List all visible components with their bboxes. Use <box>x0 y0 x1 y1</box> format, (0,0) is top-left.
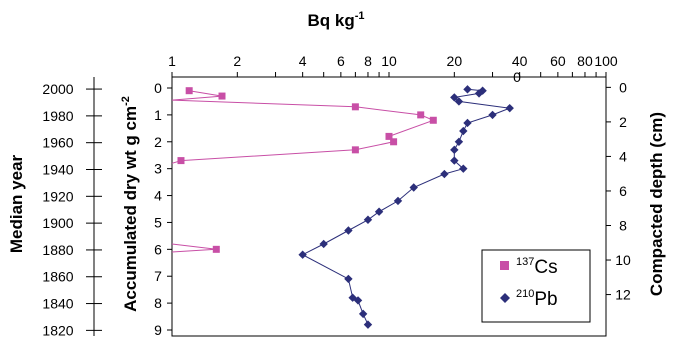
pb-point <box>344 226 353 235</box>
pb-series-line <box>301 88 510 325</box>
top-axis-tick-label: 80 <box>577 53 593 69</box>
inner-left-axis-title-main: Accumulated dry wt g cm <box>121 106 140 312</box>
legend-cs-sup: 137 <box>516 256 534 268</box>
pb-point <box>353 296 363 305</box>
pb-point <box>319 239 328 249</box>
year-axis-tick-label: 1920 <box>42 188 73 204</box>
pb-point <box>363 215 373 224</box>
right-axis-tick-label: 6 <box>619 183 627 199</box>
pb-point <box>459 126 468 136</box>
top-axis-tick-label: 60 <box>550 53 566 69</box>
inner-left-tick-label: 4 <box>154 188 162 204</box>
legend-cs-marker <box>500 261 509 270</box>
top-axis-tick-label: 100 <box>594 53 618 69</box>
right-axis-tick-label: 8 <box>619 217 627 233</box>
pb-point <box>454 137 464 146</box>
year-axis-tick-label: 1940 <box>42 162 73 178</box>
inner-left-tick-label: 9 <box>154 322 162 338</box>
pb-point <box>409 183 418 192</box>
inner-left-tick-label: 3 <box>154 161 162 177</box>
legend-pb-sup: 210 <box>516 288 534 300</box>
top-axis-tick-label: 8 <box>364 53 372 69</box>
legend-pb-label: 210Pb <box>516 288 558 310</box>
inner-left-tick-label: 0 <box>154 80 162 96</box>
cs-point <box>218 92 226 100</box>
top-axis-tick-label: 6 <box>337 53 345 69</box>
year-axis-tick-label: 2000 <box>42 81 73 97</box>
top-axis-tick-label: 4 <box>299 53 307 69</box>
cs-series-line-lower <box>171 243 217 253</box>
pb-point <box>463 118 472 128</box>
right-axis-tick-label: 0 <box>619 79 627 95</box>
top-axis-tick-label: 2 <box>233 53 241 69</box>
pb-point <box>463 85 472 94</box>
pb-point <box>450 156 459 165</box>
year-axis-tick-label: 1980 <box>42 108 73 124</box>
cs-point <box>351 103 359 111</box>
inner-left-tick-label: 2 <box>154 134 162 150</box>
right-axis-tick-label: 2 <box>619 114 627 130</box>
year-axis-tick-label: 1880 <box>42 242 73 258</box>
pb-point <box>459 164 468 173</box>
inner-left-tick-label: 8 <box>154 295 162 311</box>
cs-point <box>429 116 437 124</box>
legend-pb-marker <box>500 293 510 303</box>
cs-point <box>177 157 185 165</box>
right-axis-tick-label: 4 <box>619 148 627 164</box>
pb-point <box>358 309 368 319</box>
year-axis-tick-label: 1840 <box>42 296 73 312</box>
cs-point <box>185 87 193 95</box>
pb-point <box>505 103 514 113</box>
top-axis-title: Bq kg-1 <box>307 10 364 30</box>
legend-cs-label: 137Cs <box>516 256 558 278</box>
top-axis-tick-label: 20 <box>447 53 463 69</box>
inner-left-axis-title: Accumulated dry wt g cm-2 <box>120 96 140 312</box>
cs-point <box>385 132 393 140</box>
top-axis-tick-label: 1 <box>168 53 176 69</box>
right-axis-tick-label: 10 <box>615 252 631 268</box>
right-axis-title: Compacted depth (cm) <box>647 112 666 296</box>
pb-point <box>363 320 373 329</box>
cs-point <box>351 146 359 154</box>
pb-point <box>488 110 497 120</box>
year-axis-tick-label: 1960 <box>42 135 73 151</box>
top-axis-title-sup: -1 <box>355 10 365 22</box>
pb-point <box>393 196 403 206</box>
series-layer <box>171 85 514 329</box>
top-axis-tick-label: 10 <box>381 53 397 69</box>
pb-point <box>440 169 449 179</box>
legend-cs-main: Cs <box>534 257 557 278</box>
top-axis-tick-label: 40 <box>512 53 528 69</box>
inner-left-tick-label: 6 <box>154 241 162 257</box>
pb-point <box>344 274 353 284</box>
inner-left-tick-label: 1 <box>154 107 162 123</box>
pb-point <box>450 93 459 102</box>
pb-point <box>450 145 459 155</box>
top-axis-extra-label: 0 <box>513 69 521 85</box>
year-axis-tick-label: 1900 <box>42 215 73 231</box>
top-axis-title-main: Bq kg <box>307 11 354 30</box>
year-axis-tick-label: 1860 <box>42 269 73 285</box>
cs-point <box>212 245 220 253</box>
cs-series-line <box>171 90 435 164</box>
year-axis-tick-label: 1820 <box>42 322 73 338</box>
cs-point <box>390 138 398 146</box>
pb-point <box>474 89 484 98</box>
pb-point <box>298 250 307 259</box>
legend-pb-main: Pb <box>534 289 557 310</box>
right-axis-tick-label: 12 <box>615 287 631 303</box>
year-axis-title: Median year <box>7 154 26 253</box>
inner-left-tick-label: 5 <box>154 214 162 230</box>
inner-left-tick-label: 7 <box>154 268 162 284</box>
pb-point <box>454 97 464 106</box>
inner-left-axis-title-sup: -2 <box>120 96 132 106</box>
pb-point <box>374 207 384 216</box>
cs-point <box>417 111 425 119</box>
